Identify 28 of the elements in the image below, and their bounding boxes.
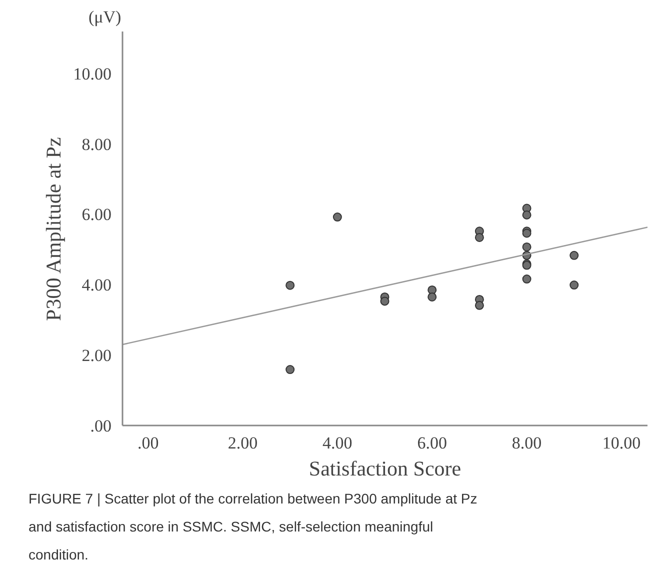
x-axis-title: Satisfaction Score <box>308 456 462 480</box>
y-tick-label: 8.00 <box>82 134 112 154</box>
point <box>380 296 390 306</box>
x-tick-label: .00 <box>137 434 159 452</box>
x-tick-label: 8.00 <box>512 434 542 452</box>
point <box>570 280 579 290</box>
point <box>522 210 532 220</box>
text: (μV) <box>88 8 122 26</box>
x-tick-label: 6.00 <box>417 434 447 452</box>
y-tick-label: 2.00 <box>82 346 112 366</box>
point <box>522 274 532 284</box>
x-tick-label: 10.00 <box>602 434 641 452</box>
y-tick-label: 4.00 <box>82 276 112 295</box>
point <box>332 212 342 222</box>
x-tick-label: 4.00 <box>322 434 352 452</box>
y-tick-label: .00 <box>90 416 112 436</box>
point <box>286 365 295 374</box>
caption: FIGURE 7 | Scatter plot of the correlation between P300 amplitude at Pz and satisfaction score in SSMC. SSMC, self-selection meaningful condition. <box>28 490 478 562</box>
y-axis-title: P300 Amplitude at Pz <box>41 137 66 321</box>
x-tick-label: 2.00 <box>228 434 258 452</box>
point <box>428 292 437 302</box>
y-tick-label: 10.00 <box>73 64 112 84</box>
point <box>474 232 484 242</box>
point <box>286 280 295 290</box>
point <box>474 300 484 310</box>
point <box>522 242 532 252</box>
y-tick-label: 6.00 <box>82 205 112 224</box>
point <box>570 250 579 260</box>
